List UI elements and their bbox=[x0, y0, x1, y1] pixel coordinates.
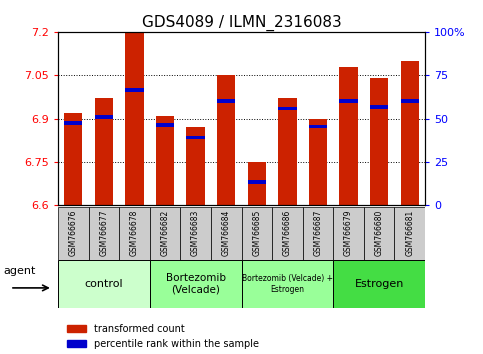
Text: control: control bbox=[85, 279, 123, 289]
Bar bbox=[156, 123, 174, 127]
Text: GSM766679: GSM766679 bbox=[344, 210, 353, 256]
Bar bbox=[303, 207, 333, 260]
Bar bbox=[248, 180, 266, 184]
Bar bbox=[186, 127, 205, 205]
Bar bbox=[242, 260, 333, 308]
Bar bbox=[272, 207, 303, 260]
Text: GSM766678: GSM766678 bbox=[130, 210, 139, 256]
Bar bbox=[150, 260, 242, 308]
Bar bbox=[64, 121, 83, 125]
Bar bbox=[395, 207, 425, 260]
Bar bbox=[58, 207, 88, 260]
Text: Estrogen: Estrogen bbox=[355, 279, 404, 289]
Bar bbox=[370, 78, 388, 205]
Bar bbox=[95, 115, 113, 119]
Bar bbox=[333, 260, 425, 308]
Bar bbox=[400, 99, 419, 103]
Bar bbox=[309, 119, 327, 205]
Text: agent: agent bbox=[3, 266, 36, 276]
Text: GSM766680: GSM766680 bbox=[375, 210, 384, 256]
Text: Bortezomib
(Velcade): Bortezomib (Velcade) bbox=[166, 273, 226, 295]
Bar bbox=[340, 67, 358, 205]
Bar bbox=[333, 207, 364, 260]
Title: GDS4089 / ILMN_2316083: GDS4089 / ILMN_2316083 bbox=[142, 14, 341, 30]
Bar bbox=[211, 207, 242, 260]
Bar bbox=[370, 105, 388, 109]
Bar bbox=[309, 125, 327, 128]
Legend: transformed count, percentile rank within the sample: transformed count, percentile rank withi… bbox=[63, 320, 263, 353]
Bar bbox=[180, 207, 211, 260]
Bar bbox=[248, 162, 266, 205]
Bar bbox=[95, 98, 113, 205]
Text: GSM766677: GSM766677 bbox=[99, 210, 108, 256]
Bar bbox=[64, 113, 83, 205]
Bar bbox=[364, 207, 395, 260]
Bar bbox=[400, 61, 419, 205]
Text: GSM766676: GSM766676 bbox=[69, 210, 78, 256]
Text: GSM766686: GSM766686 bbox=[283, 210, 292, 256]
Bar bbox=[125, 88, 143, 92]
Bar bbox=[340, 99, 358, 103]
Bar bbox=[186, 136, 205, 139]
Text: GSM766682: GSM766682 bbox=[160, 210, 170, 256]
Text: GSM766683: GSM766683 bbox=[191, 210, 200, 256]
Bar bbox=[58, 260, 150, 308]
Bar bbox=[278, 107, 297, 110]
Bar bbox=[278, 98, 297, 205]
Text: GSM766685: GSM766685 bbox=[252, 210, 261, 256]
Bar bbox=[217, 99, 235, 103]
Bar bbox=[217, 75, 235, 205]
Bar bbox=[119, 207, 150, 260]
Text: GSM766681: GSM766681 bbox=[405, 210, 414, 256]
Bar bbox=[125, 32, 143, 205]
Bar bbox=[150, 207, 180, 260]
Bar bbox=[242, 207, 272, 260]
Text: GSM766687: GSM766687 bbox=[313, 210, 323, 256]
Text: Bortezomib (Velcade) +
Estrogen: Bortezomib (Velcade) + Estrogen bbox=[242, 274, 333, 294]
Text: GSM766684: GSM766684 bbox=[222, 210, 231, 256]
Bar bbox=[156, 116, 174, 205]
Bar bbox=[88, 207, 119, 260]
